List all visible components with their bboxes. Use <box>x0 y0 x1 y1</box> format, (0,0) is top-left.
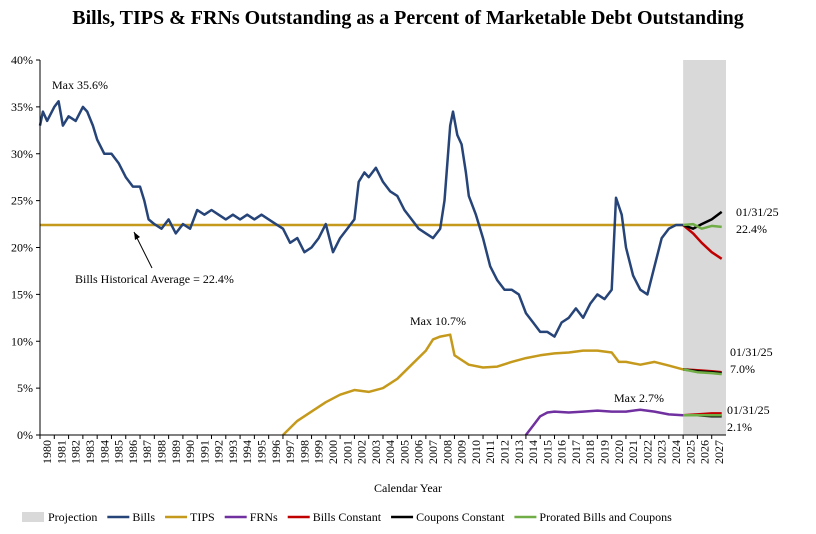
x-axis-label: Calendar Year <box>374 481 442 495</box>
projection-band <box>683 60 726 435</box>
y-tick-label: 30% <box>11 147 33 161</box>
end-label: 2.1% <box>727 420 752 434</box>
x-tick-label: 2009 <box>455 440 469 464</box>
arrow-head <box>134 232 140 240</box>
average-label: Bills Historical Average = 22.4% <box>75 272 234 286</box>
legend-label: FRNs <box>250 510 278 524</box>
y-tick-label: 0% <box>17 428 33 442</box>
x-tick-label: 2012 <box>497 440 511 464</box>
x-tick-label: 1994 <box>240 440 254 464</box>
legend-label: Bills Constant <box>313 510 382 524</box>
x-tick-label: 2005 <box>397 440 411 464</box>
end-label: 7.0% <box>730 362 755 376</box>
x-tick-label: 1990 <box>183 440 197 464</box>
plot-layer <box>36 59 726 439</box>
y-tick-label: 25% <box>11 194 33 208</box>
x-tick-label: 1991 <box>197 440 211 464</box>
y-tick-label: 10% <box>11 334 33 348</box>
legend-swatch <box>22 512 44 522</box>
x-tick-label: 1988 <box>154 440 168 464</box>
x-tick-label: 2014 <box>526 440 540 464</box>
x-tick-label: 2015 <box>540 440 554 464</box>
x-tick-label: 1985 <box>112 440 126 464</box>
y-tick-label: 35% <box>11 100 33 114</box>
annotation: Max 2.7% <box>614 391 664 405</box>
x-tick-label: 2016 <box>555 440 569 464</box>
x-tick-label: 1997 <box>283 440 297 464</box>
x-tick-label: 2021 <box>626 440 640 464</box>
x-tick-label: 2018 <box>583 440 597 464</box>
legend-label: TIPS <box>190 510 215 524</box>
x-tick-label: 1981 <box>54 440 68 464</box>
x-tick-label: 2013 <box>512 440 526 464</box>
y-tick-label: 15% <box>11 287 33 301</box>
x-tick-label: 2027 <box>712 440 726 464</box>
x-tick-label: 1993 <box>226 440 240 464</box>
x-tick-label: 2003 <box>369 440 383 464</box>
end-date: 01/31/25 <box>727 403 770 417</box>
x-tick-label: 1982 <box>69 440 83 464</box>
series-line <box>282 333 684 436</box>
x-tick-label: 2026 <box>698 440 712 464</box>
x-tick-label: 2011 <box>483 440 497 464</box>
series-line <box>682 222 722 417</box>
end-date: 01/31/25 <box>730 345 773 359</box>
x-tick-label: 1984 <box>97 440 111 464</box>
x-tick-label: 2000 <box>326 440 340 464</box>
x-tick-label: 2006 <box>412 440 426 464</box>
series-line <box>524 408 684 436</box>
end-date: 01/31/25 <box>736 205 779 219</box>
y-tick-label: 5% <box>17 381 33 395</box>
y-tick-label: 40% <box>11 53 33 67</box>
x-tick-label: 2007 <box>426 440 440 464</box>
chart-title: Bills, TIPS & FRNs Outstanding as a Perc… <box>72 7 744 29</box>
x-tick-label: 2010 <box>469 440 483 464</box>
x-tick-label: 2004 <box>383 440 397 464</box>
x-tick-label: 1980 <box>40 440 54 464</box>
x-tick-label: 2001 <box>340 440 354 464</box>
legend-label: Projection <box>48 510 97 524</box>
x-tick-label: 1995 <box>255 440 269 464</box>
x-tick-label: 2008 <box>440 440 454 464</box>
legend-label: Prorated Bills and Coupons <box>539 510 672 524</box>
x-tick-label: 1983 <box>83 440 97 464</box>
x-tick-label: 1989 <box>169 440 183 464</box>
x-tick-label: 1996 <box>269 440 283 464</box>
series-line <box>38 100 684 338</box>
x-tick-label: 2024 <box>669 440 683 464</box>
y-tick-label: 20% <box>11 241 33 255</box>
x-tick-label: 2002 <box>355 440 369 464</box>
annotation: Max 10.7% <box>410 314 466 328</box>
x-tick-label: 1992 <box>212 440 226 464</box>
x-tick-label: 2025 <box>683 440 697 464</box>
legend-label: Coupons Constant <box>416 510 505 524</box>
annotation: Max 35.6% <box>52 78 108 92</box>
x-tick-label: 1987 <box>140 440 154 464</box>
end-label: 22.4% <box>736 222 767 236</box>
legend-label: Bills <box>132 510 155 524</box>
x-tick-label: 1998 <box>297 440 311 464</box>
x-tick-label: 1999 <box>312 440 326 464</box>
x-tick-label: 1986 <box>126 440 140 464</box>
x-tick-label: 2019 <box>598 440 612 464</box>
x-tick-label: 2022 <box>640 440 654 464</box>
x-tick-label: 2020 <box>612 440 626 464</box>
x-tick-label: 2023 <box>655 440 669 464</box>
x-tick-label: 2017 <box>569 440 583 464</box>
